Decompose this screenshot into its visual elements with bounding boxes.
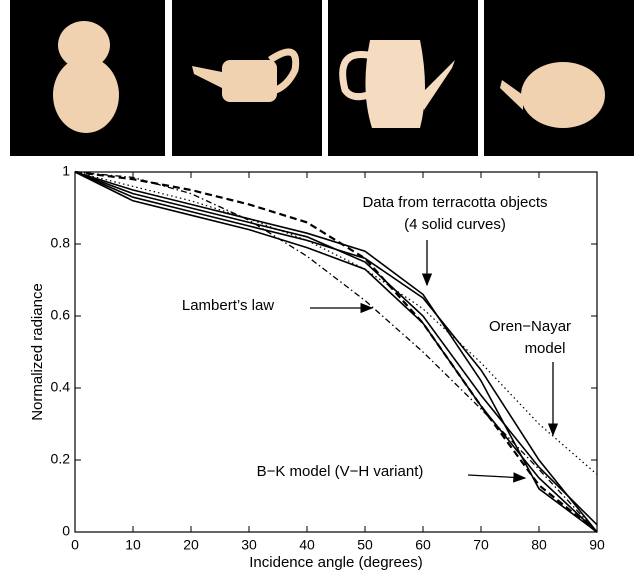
x-tick-label: 70 bbox=[473, 537, 489, 553]
x-tick-label: 0 bbox=[71, 537, 79, 553]
annotation: model bbox=[525, 340, 566, 357]
y-tick-label: 0.8 bbox=[51, 235, 71, 251]
x-tick-label: 20 bbox=[183, 537, 199, 553]
annotation: Lambert’s law bbox=[182, 297, 274, 314]
x-tick-label: 80 bbox=[531, 537, 547, 553]
x-tick-label: 40 bbox=[299, 537, 315, 553]
photo-object bbox=[365, 40, 425, 128]
figure: Incidence angle (degrees) Normalized rad… bbox=[0, 0, 638, 574]
annotation: (4 solid curves) bbox=[404, 216, 506, 233]
arrow bbox=[468, 475, 525, 478]
annotation: B−K model (V−H variant) bbox=[257, 463, 424, 480]
y-tick-label: 0 bbox=[62, 523, 70, 539]
x-tick-label: 30 bbox=[241, 537, 257, 553]
x-tick-label: 60 bbox=[415, 537, 431, 553]
photo-object bbox=[222, 60, 277, 102]
photo-object bbox=[521, 62, 605, 128]
y-tick-label: 1 bbox=[62, 163, 70, 179]
x-axis-label: Incidence angle (degrees) bbox=[249, 554, 422, 571]
y-tick-label: 0.4 bbox=[51, 379, 71, 395]
y-tick-label: 0.2 bbox=[51, 451, 71, 467]
annotation: Oren−Nayar bbox=[489, 318, 571, 335]
y-axis-label: Normalized radiance bbox=[29, 283, 46, 421]
y-tick-label: 0.6 bbox=[51, 307, 71, 323]
annotation: Data from terracotta objects bbox=[362, 194, 547, 211]
photo-row bbox=[10, 0, 634, 156]
x-tick-label: 10 bbox=[125, 537, 141, 553]
x-tick-label: 90 bbox=[589, 537, 605, 553]
x-tick-label: 50 bbox=[357, 537, 373, 553]
photo-object bbox=[58, 21, 110, 69]
